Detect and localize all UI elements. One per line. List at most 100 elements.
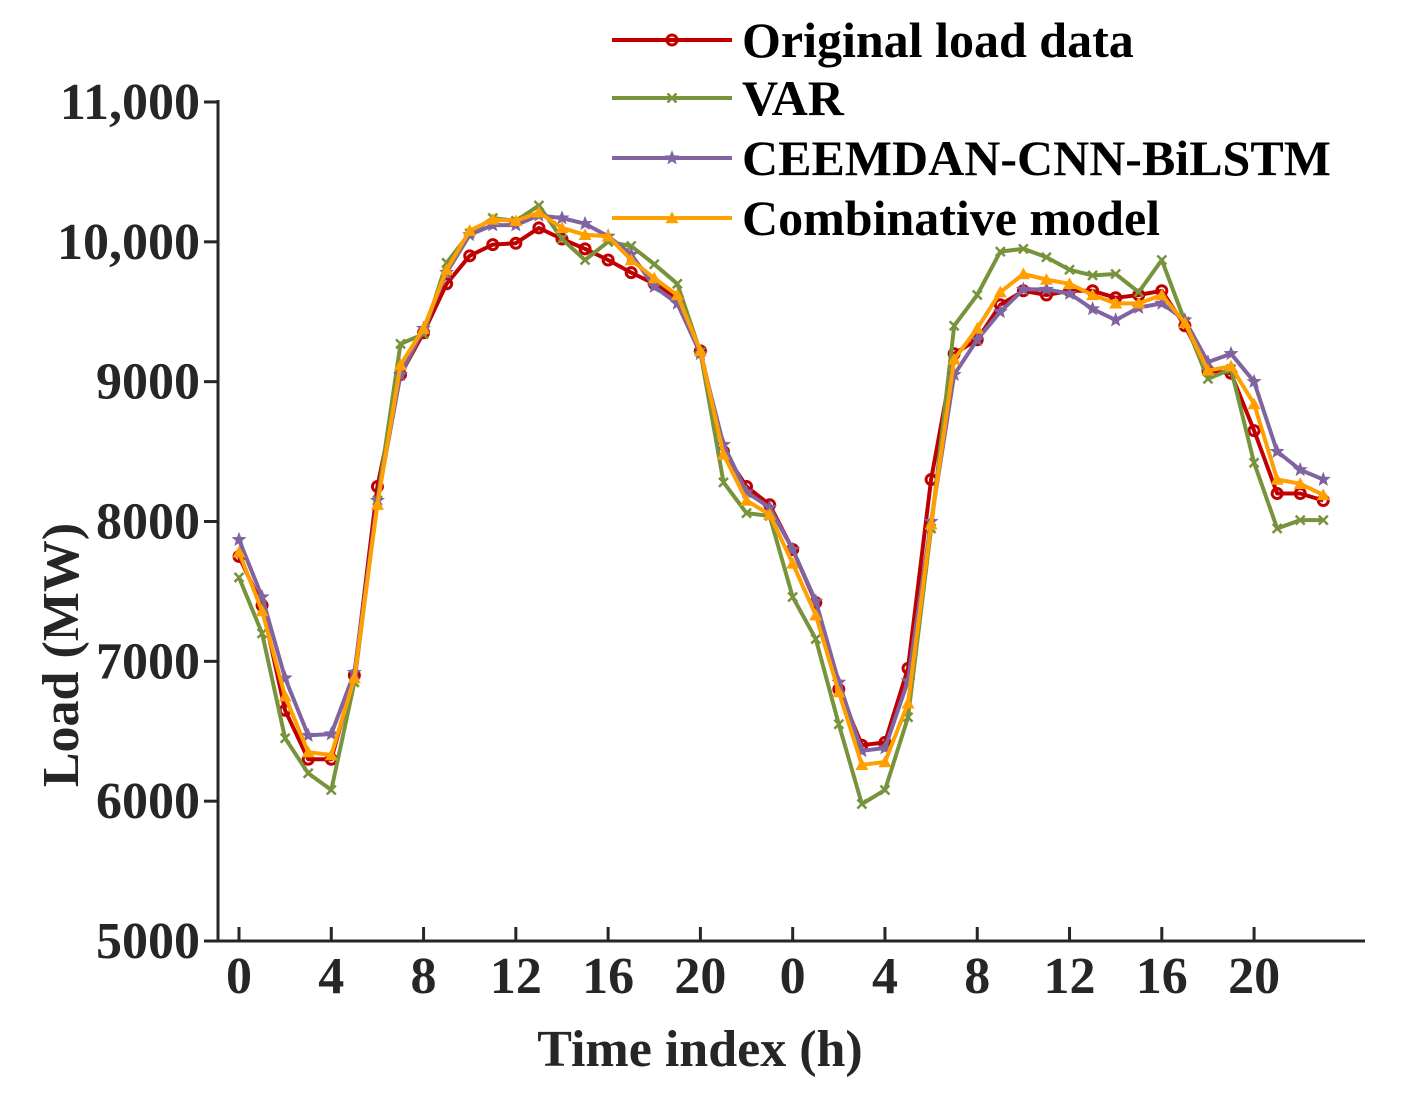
data-point bbox=[1156, 254, 1168, 266]
y-tick-label: 7000 bbox=[96, 633, 200, 690]
y-tick-label: 9000 bbox=[96, 354, 200, 411]
data-point bbox=[1087, 270, 1098, 281]
data-point bbox=[1247, 424, 1261, 438]
data-point bbox=[993, 285, 1007, 298]
data-point bbox=[947, 352, 961, 365]
data-point bbox=[1109, 296, 1123, 309]
legend-swatch-marker bbox=[665, 211, 679, 224]
legend-label: Combinative model bbox=[742, 190, 1160, 246]
data-point bbox=[1270, 473, 1284, 485]
x-tick-label: 12 bbox=[1044, 948, 1096, 1005]
data-point bbox=[278, 689, 292, 702]
legend-item: Original load data bbox=[612, 12, 1134, 68]
x-tick-label: 12 bbox=[490, 948, 542, 1005]
y-tick-label: 8000 bbox=[96, 494, 200, 551]
data-point bbox=[300, 727, 316, 742]
data-point bbox=[324, 748, 338, 761]
data-point bbox=[879, 784, 891, 796]
data-point bbox=[232, 545, 246, 558]
data-point bbox=[948, 320, 960, 332]
data-point bbox=[670, 288, 684, 301]
data-point bbox=[231, 531, 247, 546]
legend-item: VAR bbox=[612, 70, 845, 126]
data-point bbox=[1316, 488, 1330, 501]
data-point bbox=[1315, 471, 1331, 486]
data-point bbox=[393, 358, 407, 371]
x-tick-label: 8 bbox=[964, 948, 990, 1005]
data-point bbox=[924, 517, 938, 530]
x-tick-label: 0 bbox=[780, 948, 806, 1005]
data-point bbox=[463, 249, 477, 263]
x-tick-label: 16 bbox=[582, 948, 634, 1005]
data-point bbox=[971, 289, 983, 301]
data-point bbox=[647, 271, 661, 284]
data-point bbox=[578, 228, 592, 241]
y-axis-label: Load (MW) bbox=[33, 523, 90, 787]
data-point bbox=[855, 758, 869, 771]
y-tick-label: 5000 bbox=[96, 913, 200, 970]
data-point bbox=[994, 246, 1006, 258]
data-point bbox=[1110, 268, 1122, 280]
data-point bbox=[302, 767, 314, 779]
data-point bbox=[1064, 264, 1075, 276]
data-point bbox=[1133, 286, 1145, 298]
x-tick-label: 8 bbox=[411, 948, 437, 1005]
data-point bbox=[878, 755, 892, 768]
data-point bbox=[740, 494, 754, 506]
legend-label: VAR bbox=[742, 70, 845, 126]
data-point bbox=[233, 572, 245, 583]
data-point bbox=[1085, 301, 1101, 316]
data-point bbox=[509, 236, 523, 250]
data-point bbox=[1293, 477, 1307, 489]
data-point bbox=[555, 221, 569, 234]
data-point bbox=[279, 732, 291, 744]
data-point bbox=[671, 278, 683, 290]
x-axis-label: Time index (h) bbox=[537, 1021, 863, 1078]
x-tick-label: 4 bbox=[872, 948, 898, 1005]
legend-swatch-marker bbox=[664, 150, 680, 165]
x-tick-label: 20 bbox=[674, 948, 726, 1005]
legend-label: CEEMDAN-CNN-BiLSTM bbox=[742, 130, 1331, 186]
data-point bbox=[1041, 251, 1052, 263]
data-point bbox=[256, 627, 268, 639]
data-point bbox=[810, 633, 822, 645]
data-point bbox=[532, 205, 546, 218]
data-point bbox=[785, 541, 801, 556]
y-tick-label: 11,000 bbox=[60, 74, 200, 131]
data-point bbox=[579, 254, 591, 266]
data-point bbox=[787, 591, 799, 603]
data-point bbox=[1063, 277, 1077, 289]
data-point bbox=[808, 593, 824, 608]
data-point bbox=[832, 685, 846, 698]
data-point bbox=[1015, 281, 1031, 296]
data-point bbox=[1039, 273, 1053, 285]
data-point bbox=[1202, 373, 1214, 385]
data-point bbox=[463, 224, 477, 236]
data-point bbox=[718, 476, 729, 488]
legend-swatch-marker bbox=[665, 33, 679, 47]
data-point bbox=[601, 253, 615, 267]
data-point bbox=[1224, 359, 1238, 372]
data-point bbox=[578, 242, 592, 256]
data-point bbox=[1132, 296, 1146, 309]
data-point bbox=[625, 240, 637, 252]
data-point bbox=[533, 200, 545, 211]
series-line bbox=[237, 210, 1325, 767]
data-point bbox=[325, 784, 337, 796]
data-point bbox=[486, 238, 500, 252]
legend-swatch-marker bbox=[666, 92, 678, 104]
data-point bbox=[440, 263, 454, 275]
data-point bbox=[1247, 397, 1261, 410]
series-line bbox=[237, 225, 1324, 762]
data-point bbox=[255, 604, 269, 617]
data-point bbox=[1061, 285, 1078, 300]
data-point bbox=[1201, 363, 1215, 376]
data-point bbox=[601, 229, 615, 242]
data-point bbox=[646, 278, 662, 293]
data-point bbox=[1086, 288, 1100, 301]
series-layer bbox=[231, 200, 1331, 810]
data-point bbox=[970, 322, 984, 334]
data-point bbox=[901, 696, 915, 709]
data-point bbox=[417, 322, 431, 334]
